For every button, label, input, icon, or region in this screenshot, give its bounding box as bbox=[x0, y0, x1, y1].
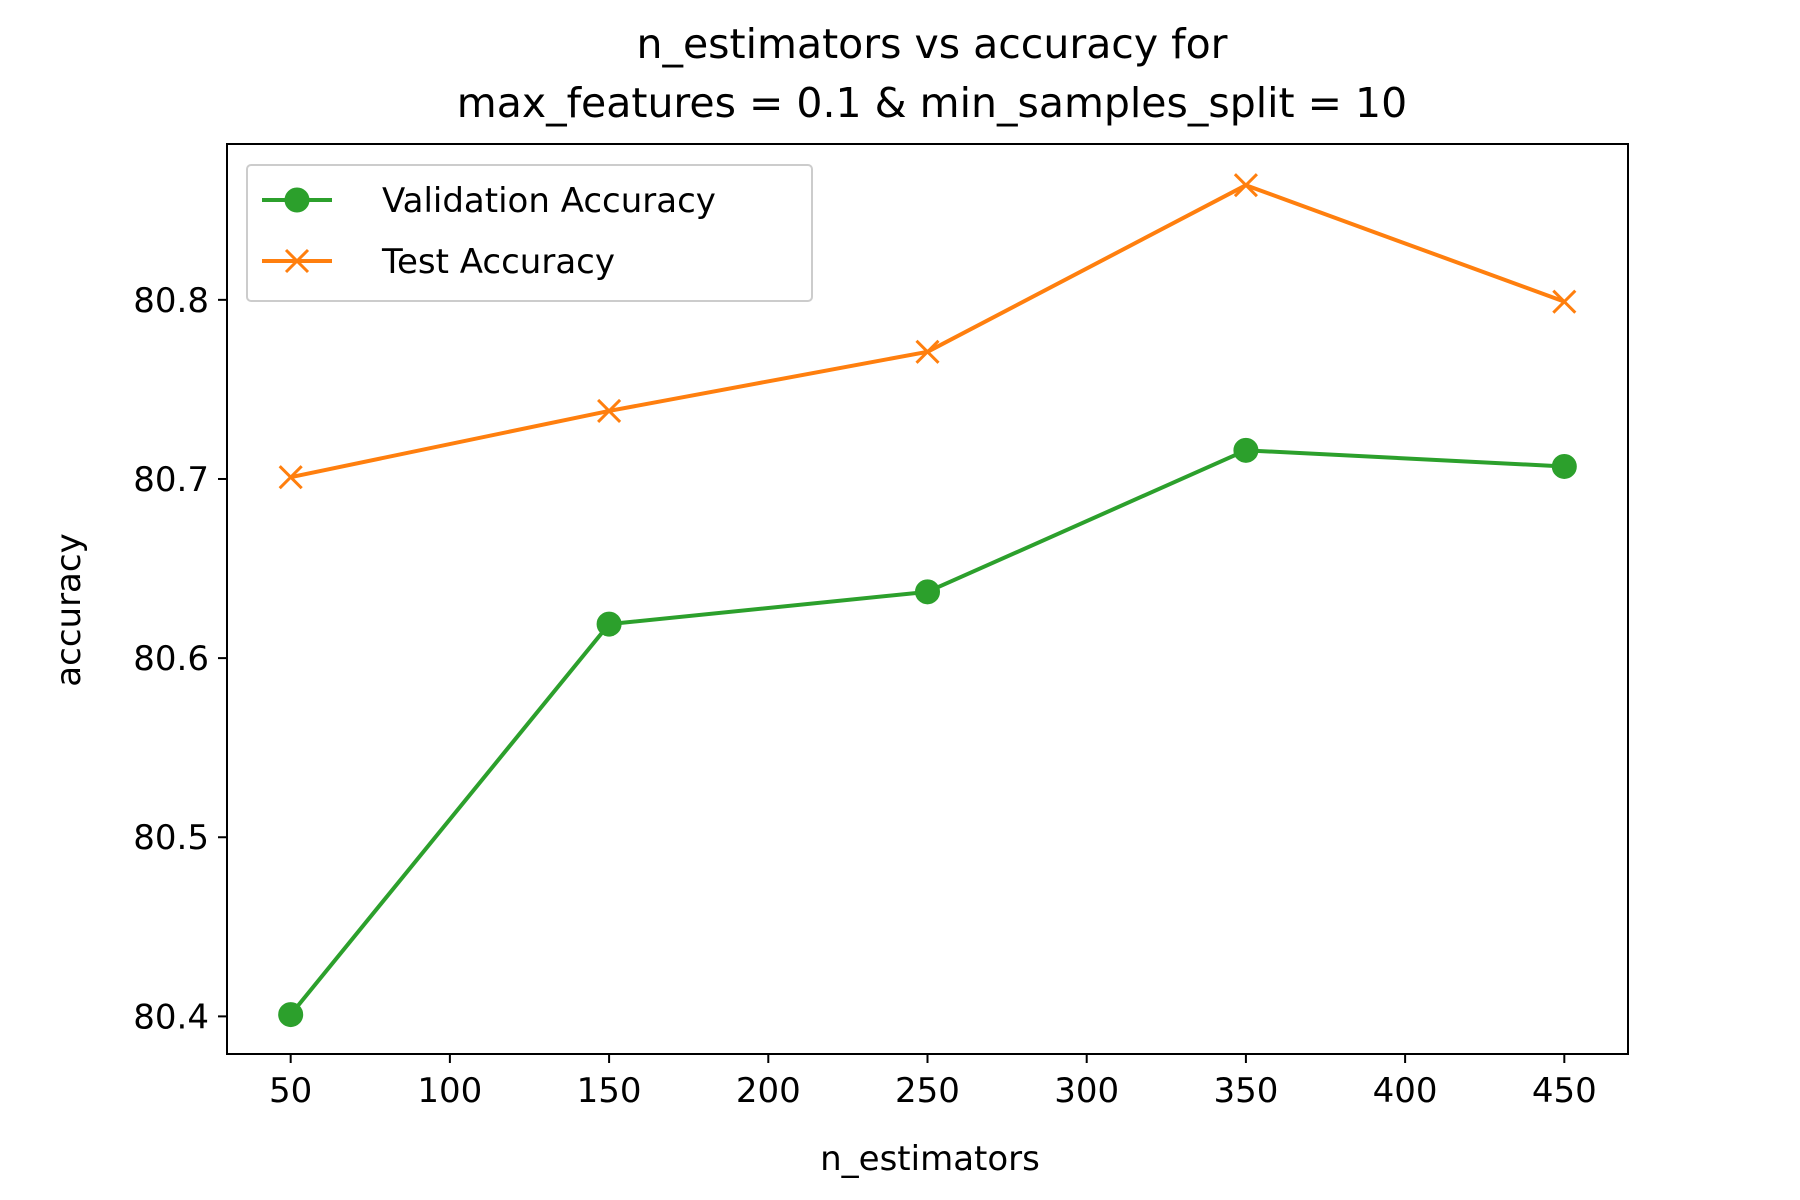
x-tick-label: 100 bbox=[417, 1071, 482, 1111]
legend: Validation Accuracy Test Accuracy bbox=[246, 164, 813, 302]
plot-area: 50 100 150 200 250 300 350 400 450 80.4 80.5 80.6 80… bbox=[133, 143, 1629, 1111]
data-point-validation bbox=[596, 611, 622, 637]
y-tick-label: 80.6 bbox=[133, 639, 209, 679]
data-point-test bbox=[915, 339, 940, 364]
x-tick-label: 450 bbox=[1532, 1071, 1597, 1111]
data-point-test bbox=[1233, 173, 1258, 198]
y-tick-label: 80.4 bbox=[133, 997, 209, 1037]
data-point-test bbox=[1552, 289, 1577, 314]
x-tick-label: 200 bbox=[736, 1071, 801, 1111]
data-point-validation bbox=[1551, 453, 1577, 479]
legend-swatch-marker-validation bbox=[284, 187, 310, 213]
x-tick-label: 400 bbox=[1373, 1071, 1438, 1111]
data-point-validation bbox=[915, 579, 940, 605]
legend-swatch-marker-test bbox=[284, 248, 310, 274]
y-axis-label: accuracy bbox=[49, 533, 89, 686]
data-point-test bbox=[278, 465, 303, 490]
x-tick-label: 300 bbox=[1054, 1071, 1119, 1111]
data-point-validation bbox=[278, 1002, 304, 1028]
y-tick-label: 80.8 bbox=[133, 281, 209, 321]
x-tick-label: 250 bbox=[895, 1071, 960, 1111]
legend-label-test: Test Accuracy bbox=[381, 242, 615, 282]
y-tick-label: 80.7 bbox=[133, 460, 209, 500]
y-tick-label: 80.5 bbox=[133, 818, 209, 858]
chart-title-line-1: n_estimators vs accuracy for bbox=[636, 20, 1227, 68]
legend-label-validation: Validation Accuracy bbox=[382, 181, 716, 221]
legend-box bbox=[246, 164, 813, 302]
data-point-validation bbox=[1233, 437, 1259, 463]
chart-title-line-2: max_features = 0.1 & min_samples_split =… bbox=[457, 79, 1407, 127]
x-tick-label: 150 bbox=[577, 1071, 642, 1111]
x-tick-label: 50 bbox=[269, 1071, 312, 1111]
x-axis-label: n_estimators bbox=[820, 1139, 1040, 1179]
x-tick-label: 350 bbox=[1213, 1071, 1278, 1111]
data-point-test bbox=[597, 398, 622, 423]
